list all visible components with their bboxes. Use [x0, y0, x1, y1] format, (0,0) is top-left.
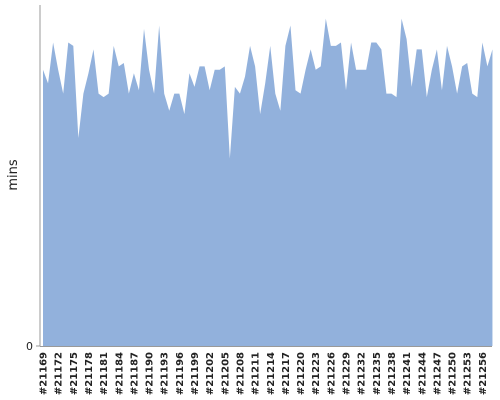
- x-tick-label: #21226: [326, 352, 337, 395]
- x-tick-label: #21217: [281, 352, 292, 395]
- x-tick-label: #21190: [145, 352, 156, 395]
- x-tick-label: #21193: [160, 352, 171, 395]
- x-tick-label: #21211: [251, 352, 262, 395]
- x-tick-label: #21178: [84, 352, 95, 395]
- x-tick-label: #21187: [129, 352, 140, 395]
- x-tick-label: #21169: [39, 352, 50, 395]
- x-tick-label: #21214: [266, 352, 277, 395]
- x-tick-label: #21175: [69, 352, 80, 395]
- x-tick-label: #21208: [235, 352, 246, 395]
- x-tick-label: #21229: [342, 352, 353, 395]
- x-tick-label: #21232: [357, 352, 368, 395]
- x-tick-label: #21205: [220, 352, 231, 395]
- x-tick-label: #21244: [417, 352, 428, 395]
- x-tick-label: #21199: [190, 352, 201, 395]
- x-tick-label: #21256: [478, 352, 489, 395]
- x-tick-label: #21223: [311, 352, 322, 395]
- x-tick-label: #21238: [387, 352, 398, 395]
- y-axis-label: mins: [6, 159, 21, 191]
- x-tick-label: #21220: [296, 352, 307, 395]
- x-tick-label: #21172: [54, 352, 65, 395]
- x-tick-label: #21196: [175, 352, 186, 395]
- x-tick-label: #21253: [463, 352, 474, 395]
- y-tick-label: 0: [26, 340, 33, 353]
- area: [43, 18, 493, 346]
- x-tick-label: #21241: [402, 352, 413, 395]
- x-tick-label: #21250: [448, 352, 459, 395]
- x-tick-label: #21202: [205, 352, 216, 395]
- x-tick-label: #21247: [432, 352, 443, 395]
- x-tick-label: #21181: [99, 352, 110, 395]
- x-tick-label: #21235: [372, 352, 383, 395]
- x-tick-label: #21184: [114, 352, 125, 395]
